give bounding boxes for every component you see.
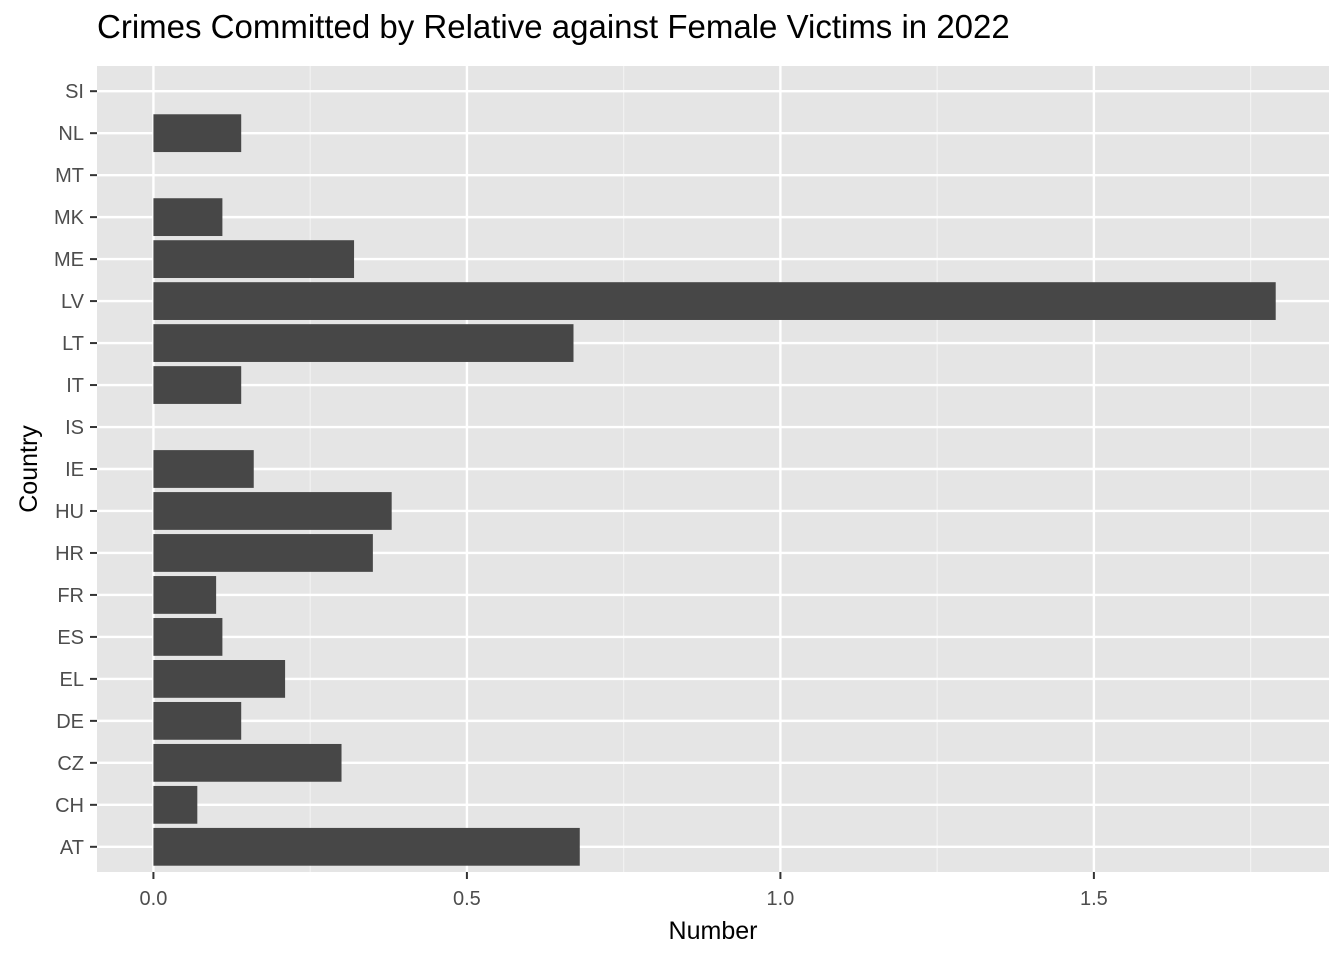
x-axis-title: Number xyxy=(669,917,758,945)
y-tick-label: NL xyxy=(58,123,84,145)
bar-lt xyxy=(153,324,574,362)
x-tick-label: 1.0 xyxy=(766,888,794,910)
y-tick-label: LT xyxy=(62,333,84,355)
y-tick-label: LV xyxy=(61,291,85,313)
y-tick-label: SI xyxy=(65,81,84,103)
y-tick-label: IE xyxy=(65,459,84,481)
chart-title: Crimes Committed by Relative against Fem… xyxy=(97,8,1010,45)
y-tick-label: CZ xyxy=(57,753,84,775)
y-tick-label: ES xyxy=(57,627,84,649)
x-tick-label: 0.0 xyxy=(140,888,168,910)
y-tick-label: FR xyxy=(57,585,84,607)
x-axis: 0.0 0.5 1.0 1.5 xyxy=(140,872,1108,910)
y-tick-label: MK xyxy=(54,207,85,229)
y-tick-label: ME xyxy=(54,249,84,271)
bar-at xyxy=(153,827,580,866)
y-tick-label: AT xyxy=(60,837,84,859)
y-tick-label: EL xyxy=(60,669,84,691)
x-tick-label: 1.5 xyxy=(1080,888,1108,910)
bar-nl xyxy=(153,114,242,153)
bar-me xyxy=(153,240,355,278)
major-gridlines xyxy=(97,66,1329,872)
bars xyxy=(153,114,1276,866)
bar-cz xyxy=(153,743,342,782)
bar-lv xyxy=(153,282,1276,320)
bar-hr xyxy=(153,534,373,572)
y-axis: AT CH CZ DE EL ES FR HR HU IE IS IT LT LV ME MK MT NL SI xyxy=(54,81,97,859)
y-tick-label: CH xyxy=(55,795,84,817)
bar-de xyxy=(153,701,242,740)
bar-el xyxy=(153,660,286,698)
bar-it xyxy=(153,366,242,404)
y-tick-label: MT xyxy=(55,165,84,187)
y-tick-label: HR xyxy=(55,543,84,565)
bar-hu xyxy=(153,492,392,530)
y-tick-label: HU xyxy=(55,501,84,523)
y-tick-label: DE xyxy=(56,711,84,733)
y-tick-label: IS xyxy=(65,417,84,439)
x-tick-label: 0.5 xyxy=(453,888,481,910)
y-axis-title: Country xyxy=(15,425,43,513)
bar-fr xyxy=(153,576,217,614)
bar-es xyxy=(153,618,223,656)
y-tick-label: IT xyxy=(66,375,84,397)
bar-ch xyxy=(153,785,198,824)
bar-ie xyxy=(153,450,254,488)
bar-mk xyxy=(153,198,223,237)
